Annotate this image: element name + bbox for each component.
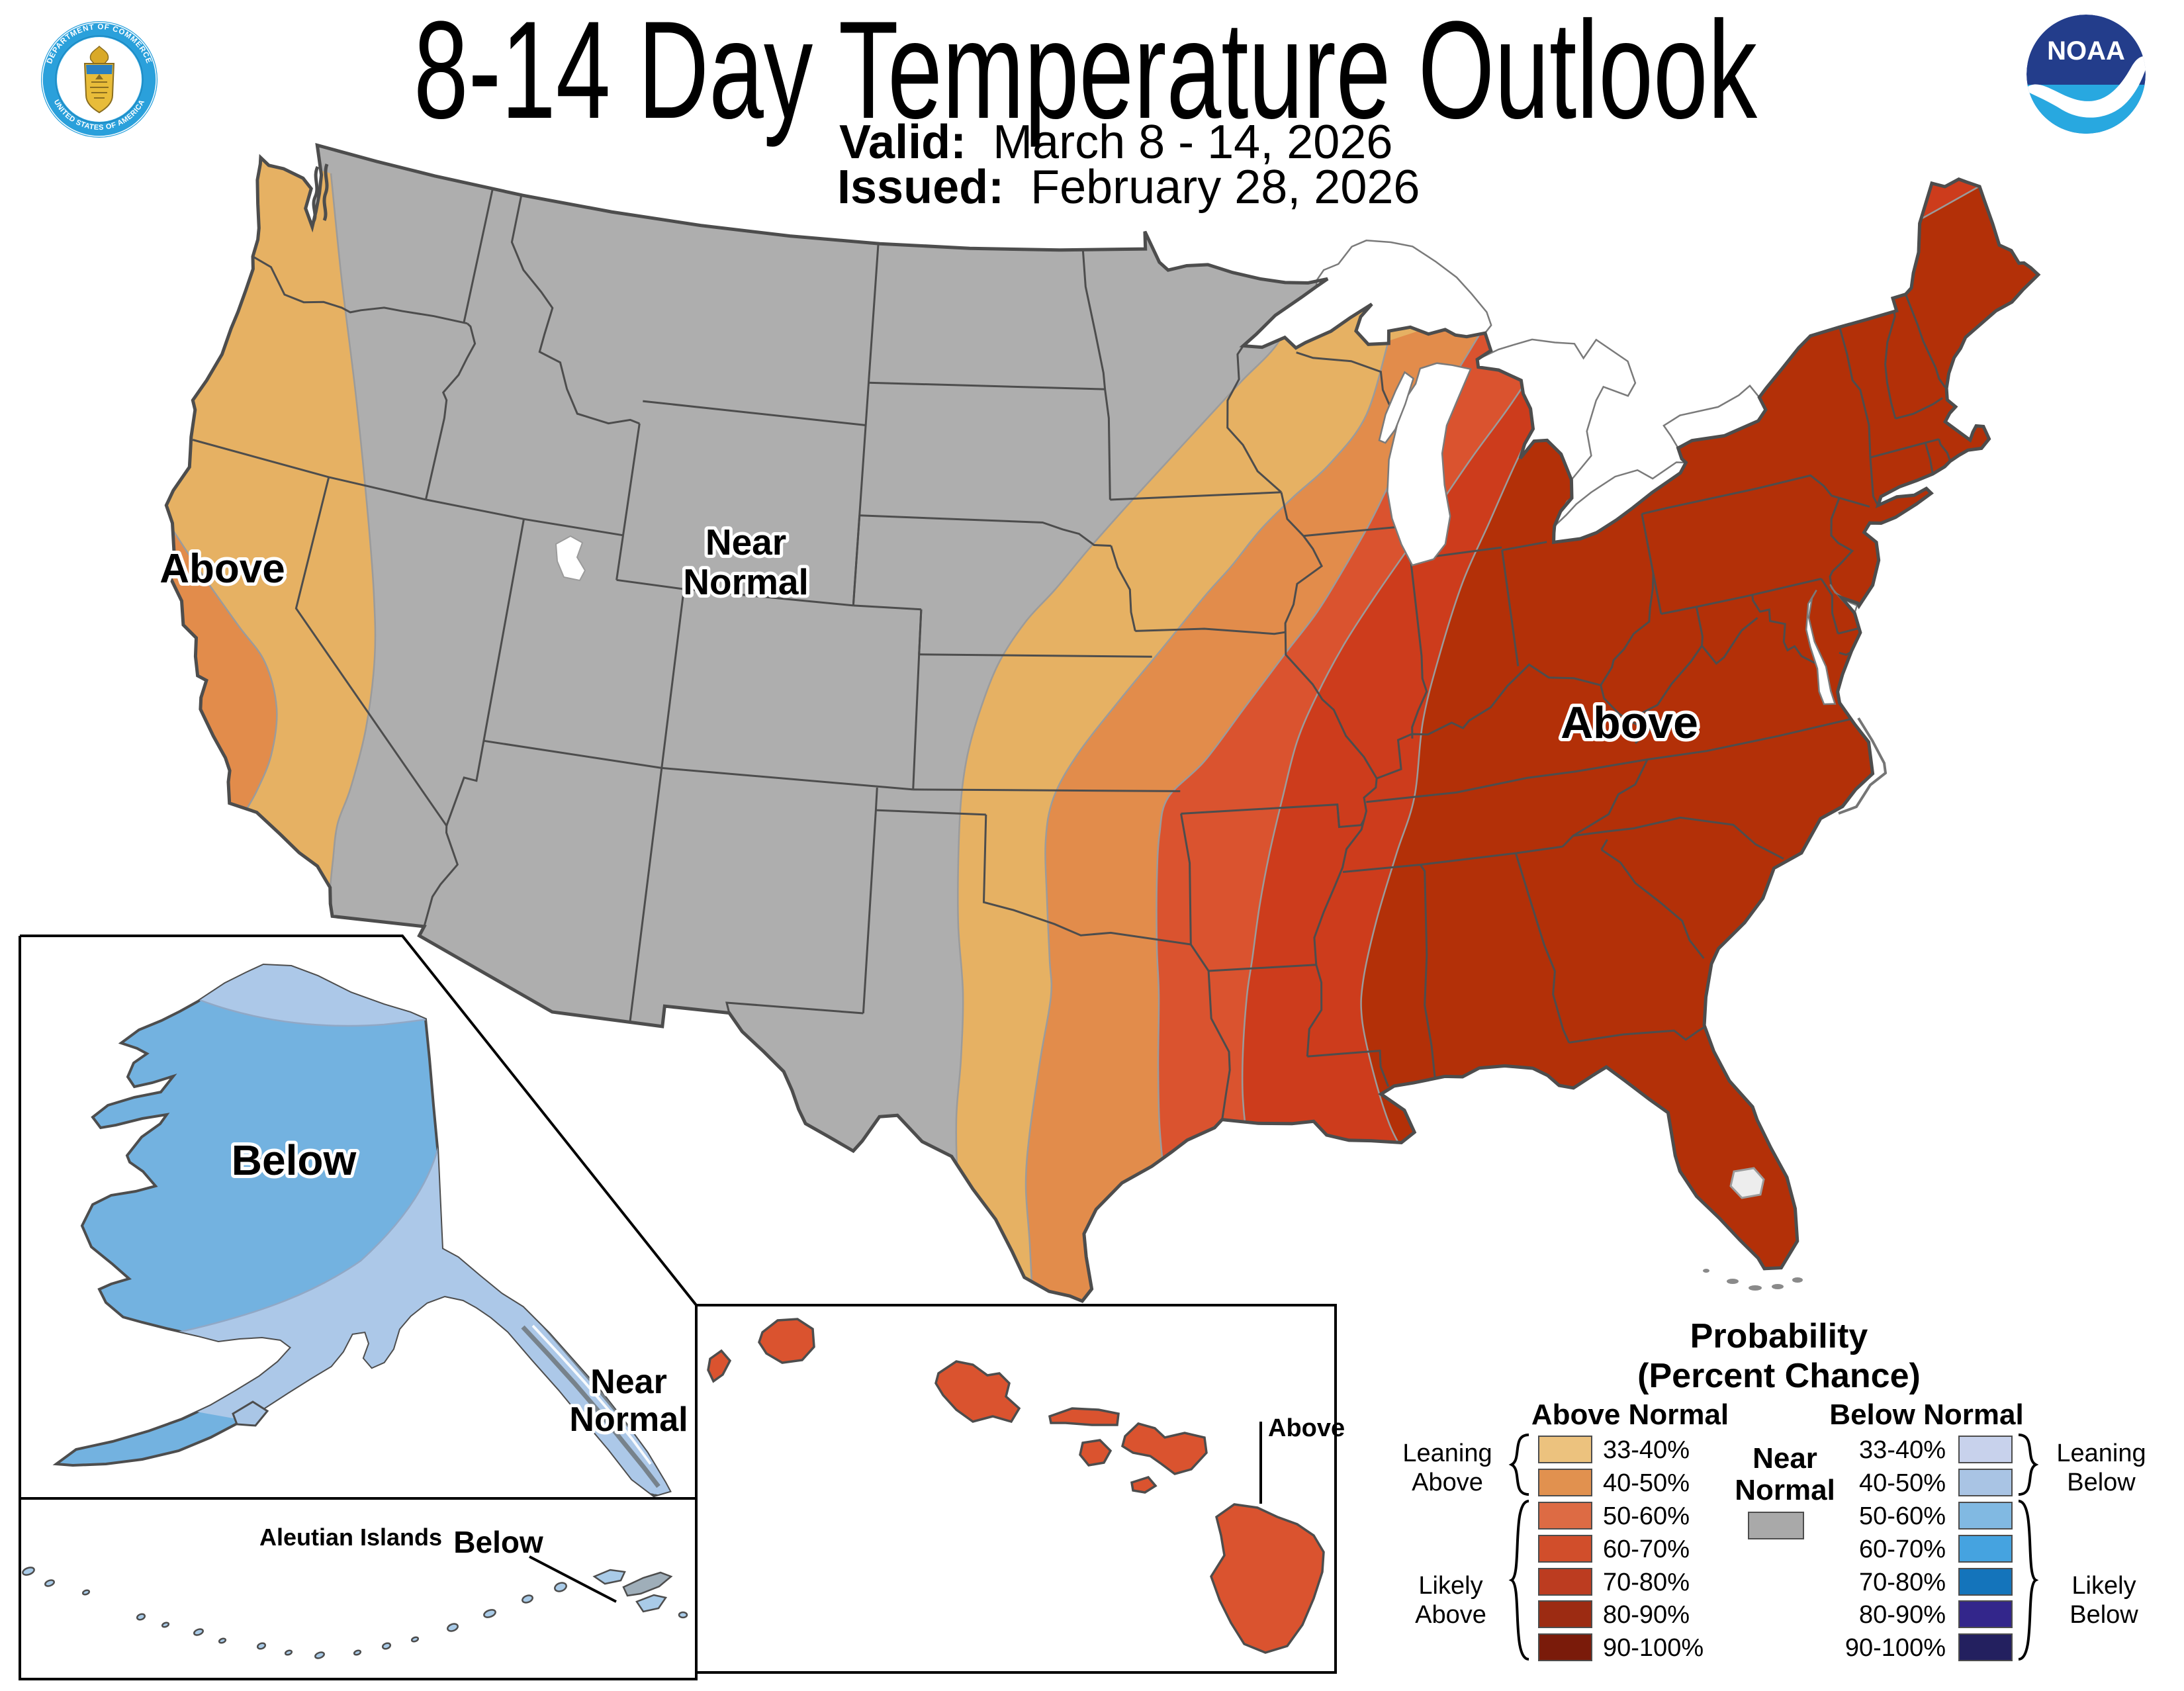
svg-text:33-40%: 33-40% bbox=[1603, 1436, 1690, 1464]
svg-text:90-100%: 90-100% bbox=[1845, 1634, 1946, 1662]
svg-text:Below: Below bbox=[453, 1525, 543, 1559]
svg-text:80-90%: 80-90% bbox=[1859, 1601, 1946, 1629]
svg-text:60-70%: 60-70% bbox=[1603, 1535, 1690, 1563]
svg-text:80-90%: 80-90% bbox=[1603, 1601, 1690, 1629]
svg-text:Normal: Normal bbox=[1735, 1474, 1835, 1506]
svg-text:Above: Above bbox=[1561, 698, 1698, 748]
svg-text:50-60%: 50-60% bbox=[1859, 1502, 1946, 1530]
svg-text:Below: Below bbox=[2070, 1601, 2138, 1629]
svg-text:Above: Above bbox=[1268, 1414, 1345, 1442]
svg-text:Below: Below bbox=[232, 1136, 357, 1184]
svg-text:Leaning: Leaning bbox=[2056, 1440, 2146, 1467]
svg-text:Valid: March 8 - 14, 2026: Valid: March 8 - 14, 2026 bbox=[839, 116, 1392, 169]
svg-text:Likely: Likely bbox=[1418, 1572, 1482, 1600]
svg-text:8-14 Day Temperature Outlook: 8-14 Day Temperature Outlook bbox=[414, 0, 1758, 148]
svg-text:Aleutian Islands: Aleutian Islands bbox=[259, 1524, 442, 1551]
svg-text:Above: Above bbox=[1412, 1469, 1483, 1496]
svg-text:Above: Above bbox=[1415, 1601, 1486, 1629]
svg-text:Below Normal: Below Normal bbox=[1829, 1398, 2023, 1431]
svg-text:Above: Above bbox=[159, 546, 285, 592]
svg-text:Near: Near bbox=[705, 522, 786, 563]
svg-text:Likely: Likely bbox=[2071, 1572, 2136, 1600]
svg-text:Near: Near bbox=[590, 1363, 667, 1401]
svg-text:Normal: Normal bbox=[569, 1400, 688, 1439]
svg-text:(Percent Chance): (Percent Chance) bbox=[1637, 1357, 1921, 1395]
svg-text:Below: Below bbox=[2067, 1469, 2136, 1496]
svg-text:NOAA: NOAA bbox=[2047, 36, 2125, 66]
svg-text:Probability: Probability bbox=[1690, 1317, 1868, 1355]
svg-text:40-50%: 40-50% bbox=[1603, 1469, 1690, 1497]
svg-text:Issued: February 28, 2026: Issued: February 28, 2026 bbox=[837, 161, 1420, 214]
svg-text:Near: Near bbox=[1752, 1442, 1817, 1475]
svg-text:33-40%: 33-40% bbox=[1859, 1436, 1946, 1464]
svg-text:40-50%: 40-50% bbox=[1859, 1469, 1946, 1497]
svg-text:90-100%: 90-100% bbox=[1603, 1634, 1704, 1662]
svg-text:Normal: Normal bbox=[683, 561, 809, 602]
svg-text:70-80%: 70-80% bbox=[1603, 1569, 1690, 1596]
svg-text:60-70%: 60-70% bbox=[1859, 1535, 1946, 1563]
svg-text:70-80%: 70-80% bbox=[1859, 1569, 1946, 1596]
svg-text:50-60%: 50-60% bbox=[1603, 1502, 1690, 1530]
svg-text:Above Normal: Above Normal bbox=[1531, 1398, 1729, 1431]
svg-text:Leaning: Leaning bbox=[1402, 1440, 1492, 1467]
